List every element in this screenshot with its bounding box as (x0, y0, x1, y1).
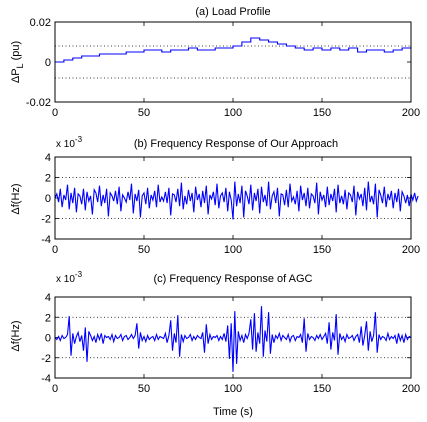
y-exponent-base: x 10 (56, 274, 75, 285)
y-tick-labels: -0.02 0 0.02 (26, 17, 51, 109)
y-tick-label: 0 (45, 57, 51, 69)
y-exponent-base: x 10 (56, 139, 75, 150)
y-axis-label-symbol: ΔP (10, 68, 22, 83)
x-tick-label: 0 (52, 383, 58, 395)
y-tick-label: -4 (41, 234, 51, 246)
x-tick-label: 150 (313, 107, 331, 119)
panel-frequency-response-approach: x 10-3 (b) Frequency Response of Our App… (10, 135, 420, 256)
x-tick-label: 100 (224, 107, 242, 119)
x-tick-labels: 0 50 100 150 200 (52, 383, 420, 395)
frequency-response-line (54, 181, 419, 220)
x-tick-label: 100 (224, 244, 242, 256)
x-tick-label: 50 (138, 383, 150, 395)
y-tick-label: -4 (41, 373, 51, 385)
y-tick-label: 4 (45, 152, 51, 164)
x-tick-labels: 0 50 100 150 200 (52, 107, 420, 119)
chart-title: (c) Frequency Response of AGC (154, 273, 313, 285)
x-axis-label: Time (s) (213, 406, 253, 418)
plot-frame (54, 156, 412, 240)
tick-marks (54, 21, 412, 103)
chart-title: (a) Load Profile (195, 6, 270, 18)
y-tick-label: 0 (45, 193, 51, 205)
y-tick-labels: -4 -2 0 2 4 (41, 152, 51, 246)
y-axis-label-subscript: L (15, 63, 25, 68)
plot-frame (54, 296, 412, 379)
x-tick-label: 150 (313, 244, 331, 256)
y-tick-label: -2 (41, 353, 51, 365)
x-tick-label: 50 (138, 107, 150, 119)
y-tick-label: 4 (45, 292, 51, 304)
y-tick-label: 0.02 (30, 17, 51, 29)
plot-frame (54, 21, 412, 103)
chart-title: (b) Frequency Response of Our Approach (134, 138, 338, 150)
x-tick-label: 150 (313, 383, 331, 395)
x-tick-label: 50 (138, 244, 150, 256)
y-exponent: x 10-3 (56, 270, 83, 285)
x-tick-label: 0 (52, 107, 58, 119)
y-axis-label-unit: (pu) (10, 41, 22, 61)
x-tick-labels: 0 50 100 150 200 (52, 244, 420, 256)
y-exponent: x 10-3 (56, 135, 83, 150)
y-axis-label: ΔPL (pu) (10, 41, 25, 83)
x-tick-label: 100 (224, 383, 242, 395)
panel-frequency-response-agc: x 10-3 (c) Frequency Response of AGC Δf(… (10, 270, 420, 418)
y-tick-label: 2 (45, 173, 51, 185)
x-tick-label: 200 (402, 244, 420, 256)
y-exponent-power: -3 (75, 135, 83, 144)
x-tick-label: 200 (402, 107, 420, 119)
y-tick-label: -2 (41, 214, 51, 226)
y-exponent-power: -3 (75, 270, 83, 279)
load-profile-line (55, 37, 412, 63)
y-tick-labels: -4 -2 0 2 4 (41, 292, 51, 385)
x-tick-label: 200 (402, 383, 420, 395)
y-axis-label: Δf(Hz) (10, 320, 22, 351)
x-tick-label: 0 (52, 244, 58, 256)
frequency-response-line (54, 306, 412, 372)
y-tick-label: 0 (45, 333, 51, 345)
y-axis-label: Δf(Hz) (10, 183, 22, 214)
y-tick-label: -0.02 (26, 97, 51, 109)
y-tick-label: 2 (45, 312, 51, 324)
